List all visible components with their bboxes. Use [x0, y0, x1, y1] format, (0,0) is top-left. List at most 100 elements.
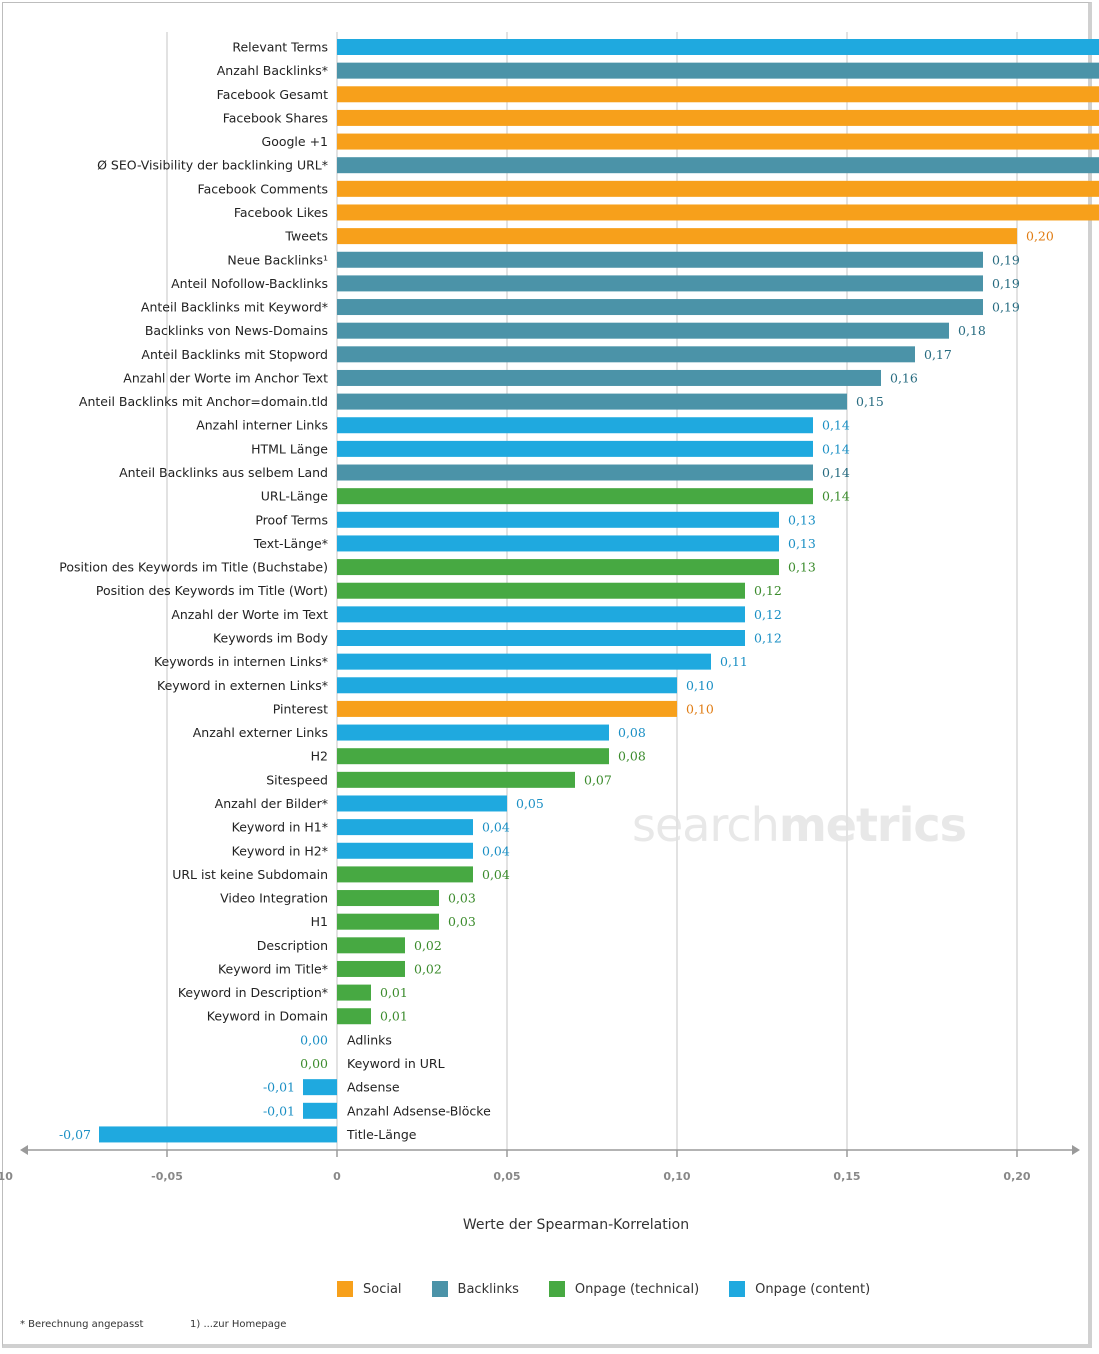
category-label: Anteil Backlinks aus selbem Land: [119, 465, 328, 480]
category-label: Text-Länge*: [253, 536, 328, 551]
bar-h1: [337, 913, 439, 930]
category-label: Anzahl der Worte im Text: [171, 607, 328, 622]
category-label: URL ist keine Subdomain: [172, 867, 328, 882]
legend-item-onpage-content: Onpage (content): [729, 1281, 870, 1297]
category-label: Anteil Backlinks mit Anchor=domain.tld: [79, 394, 328, 409]
bar-anzahl-der-worte-im-anchor-text: [337, 369, 881, 386]
category-label: Keyword in externen Links*: [157, 678, 328, 693]
bar-keyword-in-h2: [337, 842, 473, 859]
value-label: 0,12: [754, 583, 782, 598]
value-label: 0,00: [300, 1056, 328, 1071]
value-label: 0,16: [890, 370, 918, 385]
legend-label-social: Social: [363, 1281, 402, 1297]
category-label: Keyword in Description*: [178, 985, 328, 1000]
bar-position-des-keywords-im-title-wort: [337, 582, 745, 599]
category-label: URL-Länge: [261, 489, 329, 504]
bar-title-länge: [99, 1126, 337, 1143]
value-label: -0,01: [263, 1080, 295, 1095]
category-label: Proof Terms: [255, 512, 328, 527]
category-label: Anteil Backlinks mit Keyword*: [141, 300, 328, 315]
value-label: 0,04: [482, 867, 510, 882]
bar-position-des-keywords-im-title-buchstabe: [337, 559, 779, 576]
value-label: 0,02: [414, 938, 442, 953]
bar-google-1: [337, 133, 1099, 150]
category-label: Relevant Terms: [232, 40, 328, 55]
bar-adsense: [303, 1079, 337, 1096]
bar-keyword-in-h1: [337, 819, 473, 836]
bar-description: [337, 937, 405, 954]
value-label: 0,01: [380, 985, 408, 1000]
x-tick-label: 0,05: [493, 1170, 520, 1183]
value-label: 0,14: [822, 489, 850, 504]
legend-swatch-onpage-technical: [548, 1281, 565, 1297]
category-label: Adsense: [347, 1080, 400, 1095]
value-label: -0,01: [263, 1103, 295, 1118]
value-label: 0,10: [686, 701, 714, 716]
bar-facebook-likes: [337, 204, 1099, 221]
value-label: 0,17: [924, 347, 952, 362]
x-tick-label: -0,10: [0, 1170, 13, 1183]
bar-facebook-comments: [337, 180, 1099, 197]
legend-label-backlinks: Backlinks: [457, 1281, 519, 1297]
category-label: Keywords in internen Links*: [154, 654, 328, 669]
category-label: Keyword in H2*: [232, 843, 328, 858]
value-label: 0,00: [300, 1032, 328, 1047]
value-label: 0,10: [686, 678, 714, 693]
bar-video-integration: [337, 890, 439, 907]
value-label: 0,18: [958, 323, 986, 338]
value-label: 0,03: [448, 914, 476, 929]
category-label: Keyword in URL: [347, 1056, 445, 1071]
legend-item-social: Social: [337, 1281, 402, 1297]
bar-pinterest: [337, 700, 677, 717]
bar-url-ist-keine-subdomain: [337, 866, 473, 883]
category-label: Neue Backlinks¹: [227, 252, 328, 267]
bar-keywords-in-internen-links: [337, 653, 711, 670]
value-label: 0,07: [584, 772, 612, 787]
bar-h2: [337, 748, 609, 765]
category-label: HTML Länge: [251, 441, 328, 456]
value-label: 0,02: [414, 961, 442, 976]
category-label: Position des Keywords im Title (Wort): [96, 583, 328, 598]
category-label: Anzahl der Worte im Anchor Text: [123, 370, 328, 385]
bar-anzahl-adsense-blöcke: [303, 1102, 337, 1119]
bar-anzahl-backlinks: [337, 62, 1099, 79]
legend-swatch-onpage-content: [729, 1281, 746, 1297]
category-label: H2: [311, 749, 328, 764]
category-label: H1: [311, 914, 328, 929]
category-label: Position des Keywords im Title (Buchstab…: [59, 560, 328, 575]
category-label: Title-Länge: [346, 1127, 417, 1142]
bar-anzahl-der-worte-im-text: [337, 606, 745, 623]
bar-keyword-in-externen-links: [337, 677, 677, 694]
bar-anteil-backlinks-aus-selbem-land: [337, 464, 813, 481]
category-label: Facebook Shares: [223, 110, 328, 125]
x-tick-label: 0,10: [663, 1170, 690, 1183]
bar-text-länge: [337, 535, 779, 552]
axis-arrow-left-icon: [20, 1145, 28, 1155]
bar-anzahl-externer-links: [337, 724, 609, 741]
value-label: 0,01: [380, 1009, 408, 1024]
value-label: 0,19: [992, 252, 1020, 267]
category-label: Facebook Comments: [198, 181, 328, 196]
legend-swatch-backlinks: [431, 1281, 448, 1297]
bar-anteil-backlinks-mit-stopword: [337, 346, 915, 363]
bar-keywords-im-body: [337, 630, 745, 646]
footnote-homepage: 1) ...zur Homepage: [190, 1319, 287, 1330]
x-tick-label: 0,15: [833, 1170, 860, 1183]
x-tick-label: 0,20: [1003, 1170, 1030, 1183]
value-label: 0,19: [992, 276, 1020, 291]
value-label: 0,20: [1026, 229, 1054, 244]
watermark-logo: searchmetrics: [632, 798, 967, 852]
category-label: Adlinks: [347, 1032, 392, 1047]
value-label: 0,04: [482, 820, 510, 835]
legend-label-onpage-content: Onpage (content): [755, 1281, 871, 1297]
value-label: 0,12: [754, 607, 782, 622]
value-label: 0,04: [482, 843, 510, 858]
bar-facebook-shares: [337, 109, 1099, 126]
legend: Social Backlinks Onpage (technical) Onpa…: [337, 1281, 900, 1297]
axis-arrow-right-icon: [1072, 1145, 1080, 1155]
category-label: Video Integration: [220, 891, 328, 906]
category-label: Keyword in H1*: [232, 820, 328, 835]
bar-keyword-in-domain: [337, 1008, 371, 1025]
